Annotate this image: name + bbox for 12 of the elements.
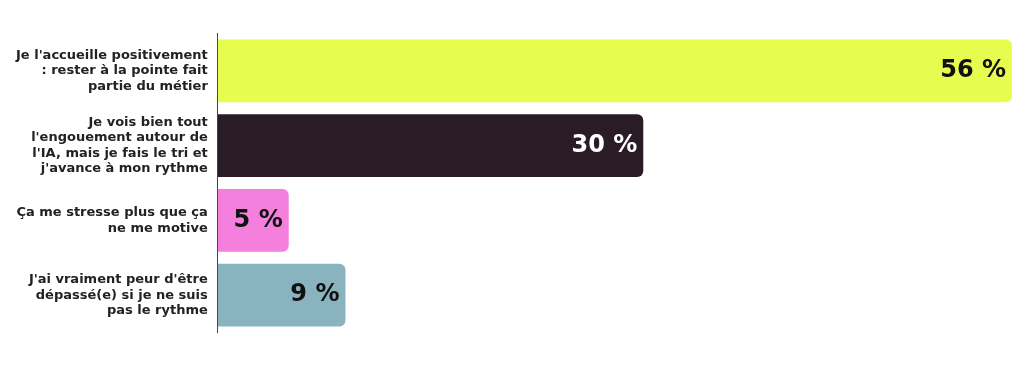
data-label: 30 %: [571, 129, 638, 158]
bar: [217, 39, 1012, 103]
bar: [217, 114, 644, 178]
data-label: 56 %: [940, 55, 1006, 84]
bar: [217, 188, 289, 252]
y-tick-label: J'ai vraiment peur d'être dépassé(e) si je ne suis pas le rythme: [27, 270, 209, 318]
data-label: 9 %: [290, 279, 340, 308]
bar: [217, 263, 346, 327]
y-tick-label: Je vois bien tout l'engouement autour de l'IA, mais je fais le tri et j'avance à mon rythme: [31, 113, 208, 176]
data-label: 5 %: [233, 204, 283, 233]
y-tick-label: Ça me stresse plus que ça ne me motive: [16, 203, 208, 235]
y-tick-label: Je l'accueille positivement : rester à la pointe fait partie du métier: [14, 46, 209, 93]
